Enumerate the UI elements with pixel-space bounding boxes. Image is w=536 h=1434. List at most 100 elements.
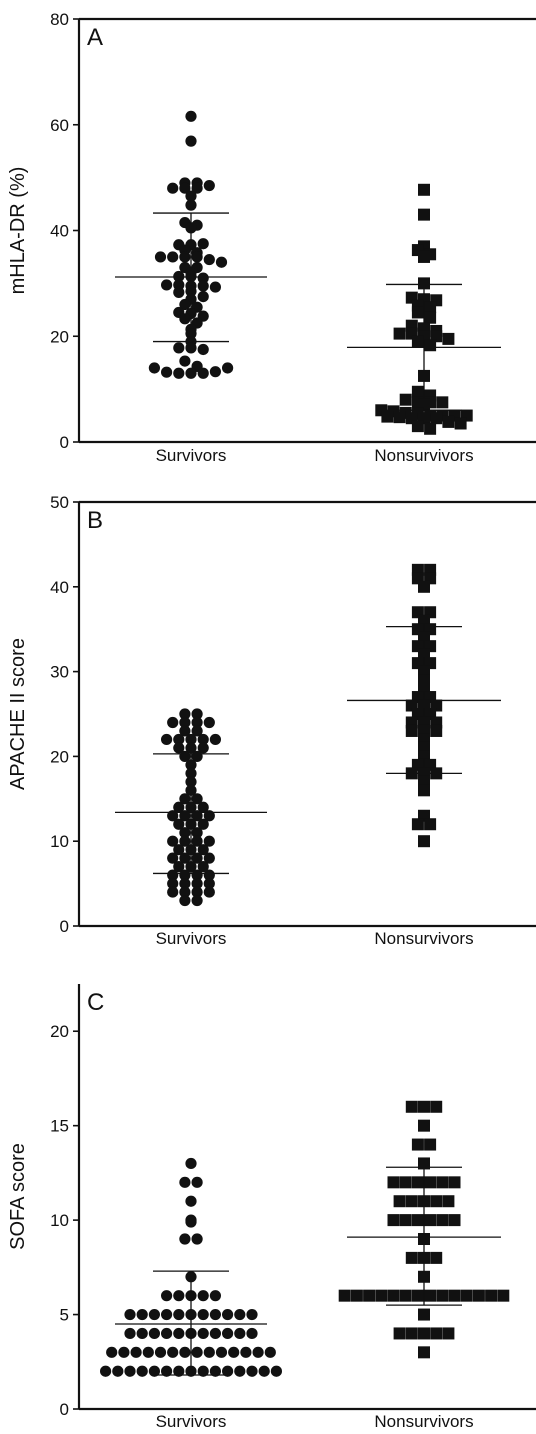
data-point-square <box>442 1327 455 1340</box>
data-point-circle <box>246 1365 258 1377</box>
y-tick-label: 60 <box>50 116 69 135</box>
data-point-circle <box>191 886 203 898</box>
data-point-circle <box>197 733 209 746</box>
data-point-circle <box>173 1290 185 1302</box>
data-point-circle <box>197 238 209 250</box>
data-point-circle <box>167 835 179 847</box>
data-point-circle <box>246 1308 258 1321</box>
y-tick-label: 50 <box>50 493 69 512</box>
data-point-circle <box>167 878 179 890</box>
data-point-square <box>424 311 437 324</box>
data-point-circle <box>185 733 197 746</box>
y-tick-label: 0 <box>60 433 69 452</box>
data-point-square <box>448 1289 461 1302</box>
data-point-circle <box>185 342 197 354</box>
data-point-square <box>418 1251 430 1264</box>
data-point-circle <box>197 1365 209 1377</box>
data-point-square <box>405 767 418 780</box>
y-tick-label: 80 <box>50 10 69 29</box>
data-point-square <box>418 183 430 196</box>
data-point-square <box>497 1289 510 1302</box>
data-point-circle <box>185 1216 197 1228</box>
data-point-circle <box>100 1365 112 1377</box>
series-survivors <box>115 708 267 907</box>
y-tick-label: 10 <box>50 832 69 851</box>
data-point-square <box>411 1289 424 1302</box>
series-nonsurvivors <box>347 183 501 435</box>
data-point-circle <box>185 776 197 788</box>
data-point-circle <box>191 182 203 194</box>
data-point-circle <box>234 1308 246 1321</box>
y-tick-label: 10 <box>50 1211 69 1230</box>
data-point-circle <box>136 1365 148 1377</box>
data-point-circle <box>179 894 191 907</box>
y-tick-label: 15 <box>50 1117 69 1136</box>
data-point-circle <box>130 1346 142 1358</box>
data-point-circle <box>222 1308 234 1321</box>
y-axis-label: mHLA-DR (%) <box>7 167 29 295</box>
x-category-label: Nonsurvivors <box>374 1412 473 1431</box>
data-point-circle <box>185 222 197 234</box>
data-point-circle <box>185 1157 197 1170</box>
data-point-square <box>411 1214 424 1227</box>
data-point-square <box>418 1270 430 1283</box>
data-point-circle <box>161 1290 173 1302</box>
data-point-square <box>418 784 430 797</box>
data-point-circle <box>179 878 191 890</box>
data-point-square <box>411 420 424 433</box>
data-point-circle <box>185 742 197 754</box>
y-tick-label: 30 <box>50 663 69 682</box>
data-point-circle <box>118 1346 130 1358</box>
data-point-square <box>430 1195 443 1208</box>
data-point-circle <box>197 280 209 292</box>
data-point-square <box>411 818 424 831</box>
data-point-square <box>442 332 455 345</box>
data-point-square <box>387 1289 400 1302</box>
data-point-square <box>393 1195 406 1208</box>
data-point-circle <box>185 784 197 796</box>
panel-b: 0 10 20 30 40 50 Survivors Nonsurvivors APACHE I… <box>7 493 536 948</box>
data-point-square <box>418 1308 430 1321</box>
data-point-square <box>418 1100 430 1113</box>
data-point-circle <box>179 716 191 729</box>
data-point-square <box>430 412 443 425</box>
data-point-circle <box>197 1308 209 1321</box>
data-point-square <box>424 339 437 352</box>
data-point-circle <box>197 290 209 303</box>
data-point-circle <box>191 1346 203 1358</box>
data-point-circle <box>179 810 191 822</box>
data-point-circle <box>197 1290 209 1302</box>
data-point-square <box>411 385 424 398</box>
data-point-circle <box>179 1233 191 1245</box>
data-point-circle <box>209 1290 221 1302</box>
data-point-square <box>442 415 455 428</box>
data-point-square <box>411 306 424 319</box>
data-point-circle <box>173 861 185 873</box>
data-point-circle <box>173 286 185 298</box>
data-point-circle <box>203 716 215 729</box>
data-point-circle <box>209 1308 221 1321</box>
data-point-circle <box>215 256 228 268</box>
data-point-circle <box>161 733 173 746</box>
panel-a: 0 20 40 60 80 Survivors Nonsurvivors mHLA-DR (%… <box>7 10 536 465</box>
y-tick-label: 5 <box>60 1306 69 1325</box>
data-point-circle <box>240 1346 252 1358</box>
data-point-circle <box>179 708 191 720</box>
panel-label: C <box>87 989 104 1016</box>
data-point-circle <box>209 733 221 746</box>
data-point-circle <box>154 251 167 263</box>
data-point-circle <box>142 1346 154 1358</box>
data-point-circle <box>185 135 197 147</box>
data-point-square <box>448 1176 461 1189</box>
data-point-circle <box>179 750 191 763</box>
data-point-square <box>405 1195 418 1208</box>
data-point-square <box>430 767 443 780</box>
data-point-circle <box>191 1176 203 1188</box>
data-point-circle <box>167 716 179 729</box>
data-point-circle <box>167 182 179 194</box>
data-point-circle <box>191 810 203 822</box>
data-point-circle <box>167 251 179 263</box>
data-point-circle <box>252 1346 264 1358</box>
data-point-circle <box>124 1327 136 1340</box>
